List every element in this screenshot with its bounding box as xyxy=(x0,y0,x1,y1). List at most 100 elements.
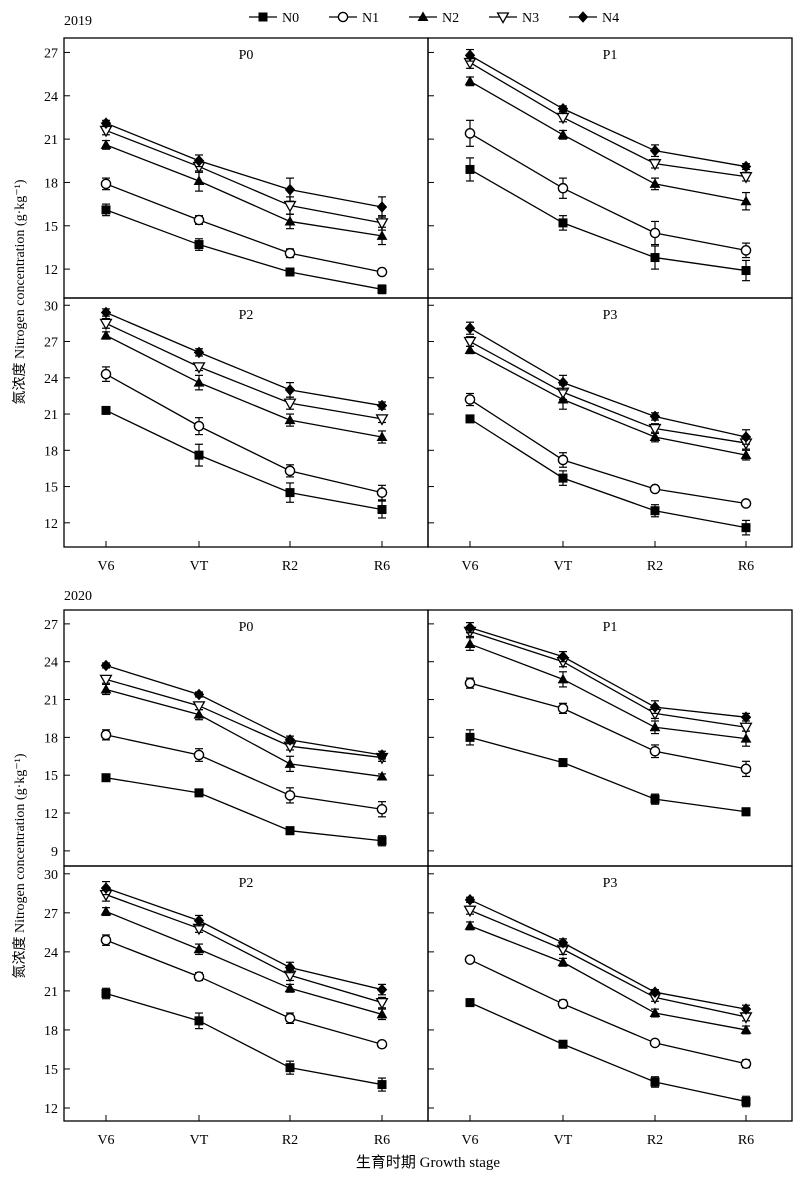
series-line xyxy=(469,1002,747,1103)
panel-title: P2 xyxy=(239,308,254,323)
data-point xyxy=(741,1096,751,1106)
data-point xyxy=(376,487,388,498)
x-tick-label: VT xyxy=(190,559,209,574)
data-point xyxy=(648,423,662,436)
data-point xyxy=(557,454,569,466)
series-line xyxy=(105,734,383,810)
data-point xyxy=(284,982,296,993)
x-tick-label: R6 xyxy=(738,559,754,574)
data-point xyxy=(100,329,112,340)
data-point xyxy=(284,961,296,974)
legend-label: N0 xyxy=(282,11,299,26)
data-point xyxy=(464,920,476,930)
series-line xyxy=(105,894,383,1004)
series-n1 xyxy=(100,729,388,818)
data-point xyxy=(193,214,205,226)
data-point xyxy=(464,394,476,405)
y-tick-label: 12 xyxy=(44,1102,58,1117)
y-tick-label: 9 xyxy=(51,845,58,860)
series-n4 xyxy=(100,659,388,761)
data-point xyxy=(650,506,660,516)
data-point xyxy=(101,773,111,783)
panel-title: P2 xyxy=(239,876,254,891)
data-point xyxy=(464,128,476,139)
data-point xyxy=(464,344,476,354)
panel-title: P1 xyxy=(603,620,618,635)
series-n3 xyxy=(99,317,389,426)
data-point xyxy=(100,306,112,319)
y-tick-label: 21 xyxy=(44,408,58,423)
data-point xyxy=(464,322,476,335)
data-point xyxy=(649,986,661,998)
data-point xyxy=(739,172,753,184)
series-n3 xyxy=(463,336,753,450)
legend-marker xyxy=(337,11,349,23)
data-point xyxy=(557,956,569,967)
data-point xyxy=(377,1080,387,1090)
series-n4 xyxy=(464,621,752,723)
series-line xyxy=(469,899,747,1010)
data-point xyxy=(649,178,661,188)
panel-2020-p0: P0 9 12 15 18 21 24 27 xyxy=(44,609,429,867)
data-point xyxy=(740,1003,752,1015)
data-point xyxy=(101,205,111,215)
data-point xyxy=(375,414,389,426)
data-point xyxy=(649,483,661,495)
y-tick-label: 27 xyxy=(44,336,58,351)
x-tick-label: R6 xyxy=(374,1133,390,1148)
x-tick-label: R6 xyxy=(738,1133,754,1148)
data-point xyxy=(558,1039,568,1049)
series-n0 xyxy=(101,203,387,295)
data-point xyxy=(376,1008,388,1019)
data-point xyxy=(557,998,569,1010)
panel-title: P1 xyxy=(603,48,618,63)
y-axis-label: 氮浓度 Nitrogen concentration (g·kg⁻¹) xyxy=(12,179,28,404)
data-point xyxy=(557,102,569,115)
data-point xyxy=(194,450,204,460)
data-point xyxy=(376,399,388,412)
data-point xyxy=(285,826,295,836)
data-point xyxy=(558,473,568,483)
data-point xyxy=(284,758,296,768)
data-point xyxy=(283,398,297,411)
data-point xyxy=(464,638,476,649)
data-point xyxy=(649,1037,661,1049)
data-point xyxy=(464,621,476,634)
x-tick-label: R2 xyxy=(282,1133,298,1148)
x-tick-label: VT xyxy=(554,559,573,574)
y-tick-label: 24 xyxy=(44,90,58,105)
data-point xyxy=(465,998,475,1008)
panel-2019-p3: P3 V6 VT R2 R6 xyxy=(427,297,793,574)
legend-label: N3 xyxy=(522,11,539,26)
y-tick-label: 18 xyxy=(44,1024,58,1039)
y-tick-label: 24 xyxy=(44,656,58,671)
series-line xyxy=(469,349,747,456)
legend-marker xyxy=(577,11,589,23)
y-tick-label: 21 xyxy=(44,694,58,709)
data-point xyxy=(377,505,387,515)
data-point xyxy=(740,195,752,206)
y-tick-label: 15 xyxy=(44,769,58,784)
y-tick-label: 18 xyxy=(44,731,58,746)
panel-frame xyxy=(427,297,793,548)
data-point xyxy=(99,318,113,331)
y-tick-label: 30 xyxy=(44,299,58,314)
legend-label: N1 xyxy=(362,11,379,26)
series-n0 xyxy=(101,773,387,847)
series-line xyxy=(469,340,747,444)
series-n0 xyxy=(465,998,751,1108)
series-line xyxy=(105,664,383,756)
series-n2 xyxy=(464,637,752,747)
data-point xyxy=(463,336,477,349)
data-point xyxy=(557,703,569,714)
data-point xyxy=(463,905,477,918)
y-tick-label: 24 xyxy=(44,372,58,387)
data-point xyxy=(194,240,204,250)
series-n1 xyxy=(464,392,752,509)
data-point xyxy=(376,201,388,213)
series-n2 xyxy=(464,920,752,1035)
panel-2019-p2: P2 12 15 18 21 24 27 30 V6 VT R2 R6 xyxy=(44,297,429,574)
series-n0 xyxy=(101,987,387,1092)
data-point xyxy=(650,253,660,263)
